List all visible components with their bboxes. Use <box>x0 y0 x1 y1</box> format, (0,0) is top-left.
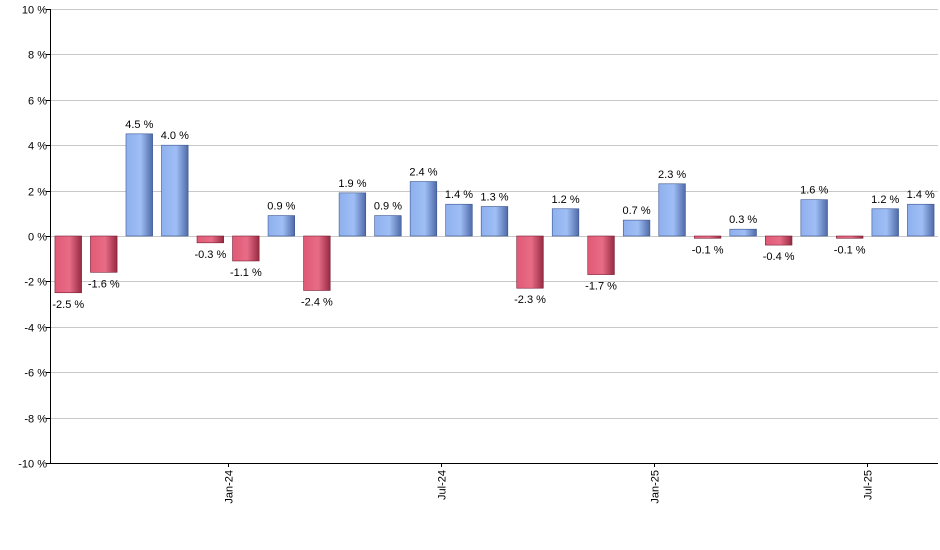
data-label: 0.9 % <box>267 201 295 213</box>
bar <box>622 219 651 237</box>
x-tick-label: Jul-25 <box>863 470 875 500</box>
data-label: 2.3 % <box>658 169 686 181</box>
x-tick-label: Jan-25 <box>650 470 662 504</box>
bar <box>196 235 224 244</box>
bar <box>800 199 828 237</box>
data-label: 0.3 % <box>729 214 757 226</box>
y-tick-label: 0 % <box>28 232 47 244</box>
data-label: 1.4 % <box>445 189 473 201</box>
bar <box>54 235 82 294</box>
data-label: -1.6 % <box>88 278 120 290</box>
bar <box>161 144 189 237</box>
grid-lines <box>50 9 938 464</box>
bar <box>409 181 438 237</box>
y-tick-label: -6 % <box>24 368 47 380</box>
x-axis-ticks: Jan-24 Jul-24 Jan-25 Jul-25 <box>224 463 875 504</box>
bar <box>765 235 793 246</box>
data-label: -1.7 % <box>585 281 617 293</box>
x-tick-label: Jul-24 <box>437 470 449 500</box>
bar <box>267 215 295 237</box>
y-tick-label: 10 % <box>22 5 47 17</box>
data-label: 2.4 % <box>409 167 437 179</box>
y-tick-label: -4 % <box>24 323 47 335</box>
data-label: 1.9 % <box>338 178 366 190</box>
y-tick-label: 8 % <box>28 50 47 62</box>
bar <box>693 235 722 239</box>
y-tick-label: -2 % <box>24 277 47 289</box>
y-axis-ticks: 10 % 8 % 6 % 4 % 2 % 0 % -2 % -4 % -6 % -8 % -10 % <box>18 5 50 471</box>
y-tick-label: 2 % <box>28 187 47 199</box>
data-label: -0.1 % <box>834 244 866 256</box>
bar <box>374 215 402 237</box>
data-label: -2.5 % <box>52 299 84 311</box>
bar <box>836 235 864 239</box>
bars <box>54 133 935 294</box>
y-tick-label: 6 % <box>28 96 47 108</box>
bar <box>551 208 580 237</box>
bar <box>303 235 331 291</box>
bar <box>445 203 473 237</box>
data-label: 1.4 % <box>907 189 935 201</box>
y-tick-label: -8 % <box>24 414 47 426</box>
bar <box>729 228 757 237</box>
data-label: 0.7 % <box>623 205 651 217</box>
bar <box>516 235 544 289</box>
data-label: -0.3 % <box>194 249 226 261</box>
bar <box>587 235 615 275</box>
data-label: -2.4 % <box>301 296 333 308</box>
bar <box>871 208 899 237</box>
data-label: -2.3 % <box>514 294 546 306</box>
data-label: 4.5 % <box>125 119 153 131</box>
data-label: 1.2 % <box>551 194 579 206</box>
data-labels: -2.5 % -1.6 % 4.5 % 4.0 % -0.3 % -1.1 % 0.9 % -… <box>52 119 935 311</box>
x-tick-label: Jan-24 <box>224 470 236 504</box>
bar <box>658 183 686 237</box>
data-label: 1.6 % <box>800 185 828 197</box>
data-label: 1.3 % <box>480 191 508 203</box>
data-label: -0.4 % <box>763 251 795 263</box>
bar <box>480 206 509 237</box>
bar <box>338 192 367 237</box>
y-tick-label: -10 % <box>18 459 47 471</box>
axes <box>50 9 938 464</box>
bar <box>907 203 935 237</box>
bar <box>232 235 260 262</box>
data-label: 4.0 % <box>161 130 189 142</box>
data-label: 0.9 % <box>374 201 402 213</box>
bar <box>125 133 153 237</box>
y-tick-label: 4 % <box>28 141 47 153</box>
data-label: -0.1 % <box>692 244 724 256</box>
bar <box>90 235 118 273</box>
data-label: -1.1 % <box>230 267 262 279</box>
data-label: 1.2 % <box>871 194 899 206</box>
